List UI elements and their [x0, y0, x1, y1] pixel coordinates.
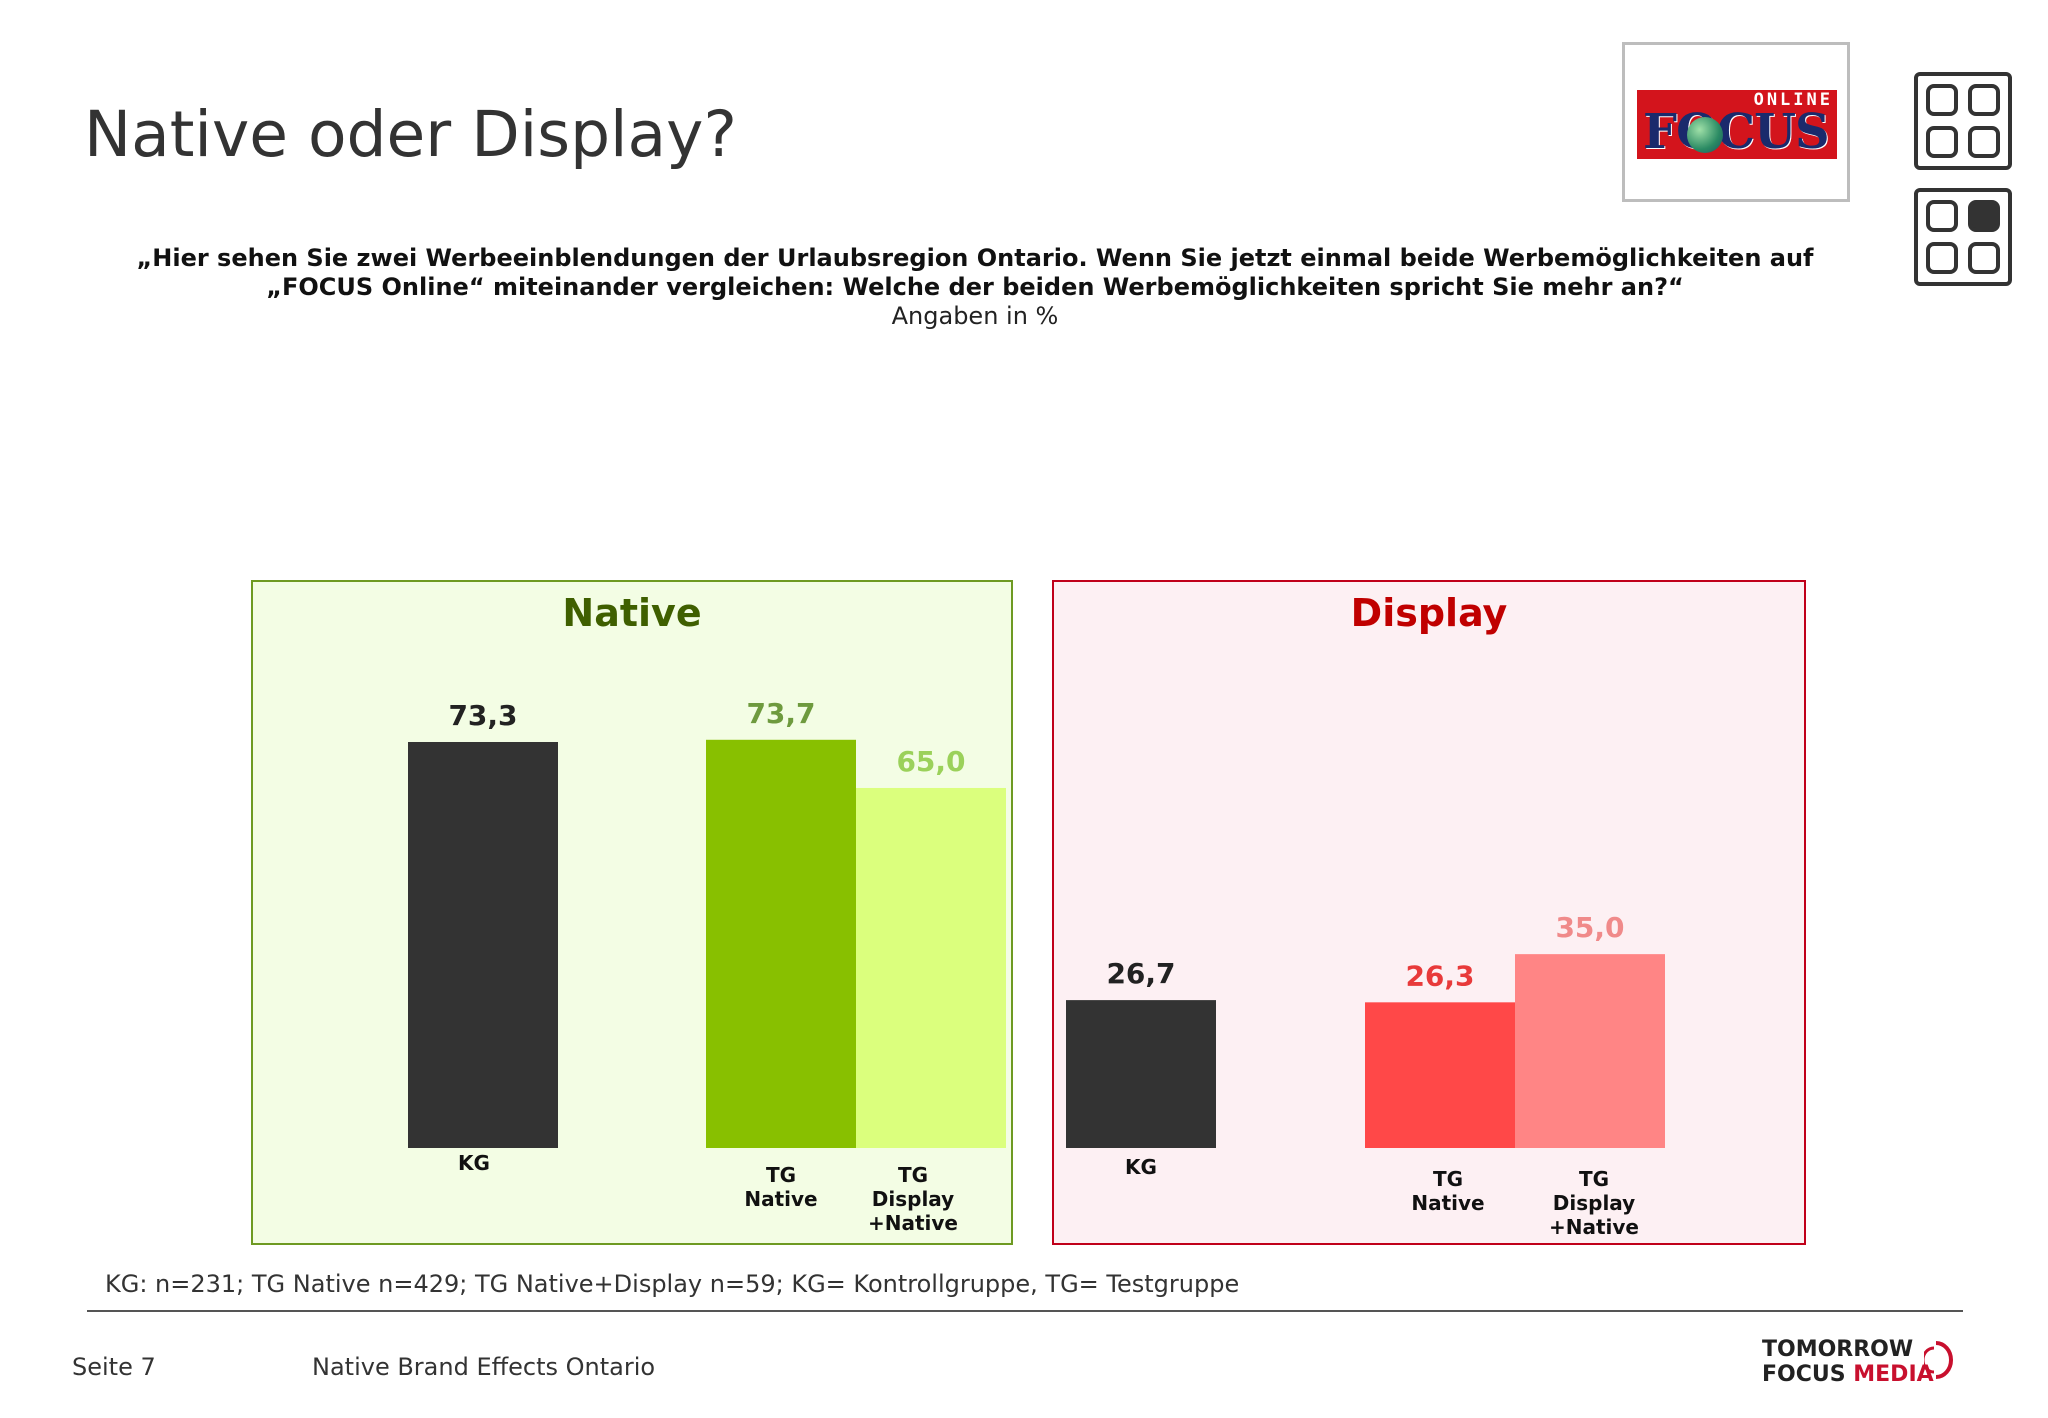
page-title: Native oder Display? — [84, 98, 737, 171]
footer-divider — [87, 1310, 1963, 1312]
grid-cell — [1968, 242, 2000, 274]
native-value-label-0: 73,3 — [448, 699, 517, 732]
brand-focus-text: FOCUS — [1762, 1362, 1846, 1387]
footnote: KG: n=231; TG Native n=429; TG Native+Di… — [105, 1270, 1240, 1298]
brand-arc-icon — [1924, 1341, 1953, 1379]
brand-media-text: MEDIA — [1853, 1362, 1934, 1387]
native-bar-1 — [706, 739, 856, 1148]
logo-online-text: ONLINE — [1753, 90, 1833, 110]
grid-cell-active — [1968, 200, 2000, 232]
native-category-label-2: TG — [898, 1163, 928, 1187]
grid-cell — [1926, 200, 1958, 232]
footer-title: Native Brand Effects Ontario — [312, 1353, 656, 1381]
native-category-label-1: Native — [744, 1187, 817, 1211]
display-category-label-2: Display — [1553, 1191, 1635, 1215]
native-category-label-2: Display — [872, 1187, 954, 1211]
display-value-label-0: 26,7 — [1106, 957, 1175, 990]
display-category-label-2: TG — [1579, 1167, 1609, 1191]
native-value-label-2: 65,0 — [896, 745, 965, 778]
bar-charts: Native73,3KG73,7TGNative65,0TGDisplay+Na… — [251, 580, 1806, 1245]
grid-highlight-icon — [1914, 188, 2012, 286]
native-category-label-1: TG — [766, 1163, 796, 1187]
page-number: Seite 7 — [72, 1353, 156, 1381]
survey-question: „Hier sehen Sie zwei Werbeeinblendungen … — [100, 244, 1850, 302]
native-value-label-1: 73,7 — [746, 697, 815, 730]
unit-note: Angaben in % — [891, 302, 1059, 330]
native-bar-2 — [856, 787, 1006, 1148]
grid-cell — [1968, 126, 2000, 158]
tomorrow-focus-media-logo: TOMORROW FOCUS MEDIA — [1762, 1335, 1962, 1387]
native-panel-title: Native — [562, 591, 701, 635]
survey-question-line1: „Hier sehen Sie zwei Werbeeinblendungen … — [136, 244, 1814, 272]
globe-icon — [1687, 117, 1723, 153]
grid-cell — [1926, 126, 1958, 158]
display-panel-title: Display — [1351, 591, 1508, 635]
brand-line2: FOCUS MEDIA — [1762, 1362, 1934, 1387]
display-bar-1 — [1365, 1002, 1515, 1148]
display-category-label-0: KG — [1125, 1155, 1157, 1179]
grid-cell — [1968, 84, 2000, 116]
display-bar-2 — [1515, 954, 1665, 1148]
display-category-label-2: +Native — [1549, 1215, 1639, 1239]
logo-focus-text: FOCUS — [1643, 104, 1830, 160]
display-category-label-1: Native — [1411, 1191, 1484, 1215]
display-value-label-2: 35,0 — [1555, 911, 1624, 944]
grid-cell — [1926, 242, 1958, 274]
survey-question-line2: „FOCUS Online“ miteinander vergleichen: … — [266, 273, 1684, 301]
native-bar-0 — [408, 742, 558, 1148]
display-value-label-1: 26,3 — [1405, 959, 1474, 992]
focus-logo-banner: ONLINE FOCUS — [1637, 90, 1837, 160]
display-category-label-1: TG — [1433, 1167, 1463, 1191]
native-category-label-2: +Native — [868, 1211, 958, 1235]
brand-line1: TOMORROW — [1762, 1337, 1914, 1362]
grid-cell — [1926, 84, 1958, 116]
grid-empty-icon — [1914, 72, 2012, 170]
display-bar-0 — [1066, 1000, 1216, 1148]
native-category-label-0: KG — [458, 1151, 490, 1175]
focus-online-logo: ONLINE FOCUS — [1622, 42, 1850, 202]
